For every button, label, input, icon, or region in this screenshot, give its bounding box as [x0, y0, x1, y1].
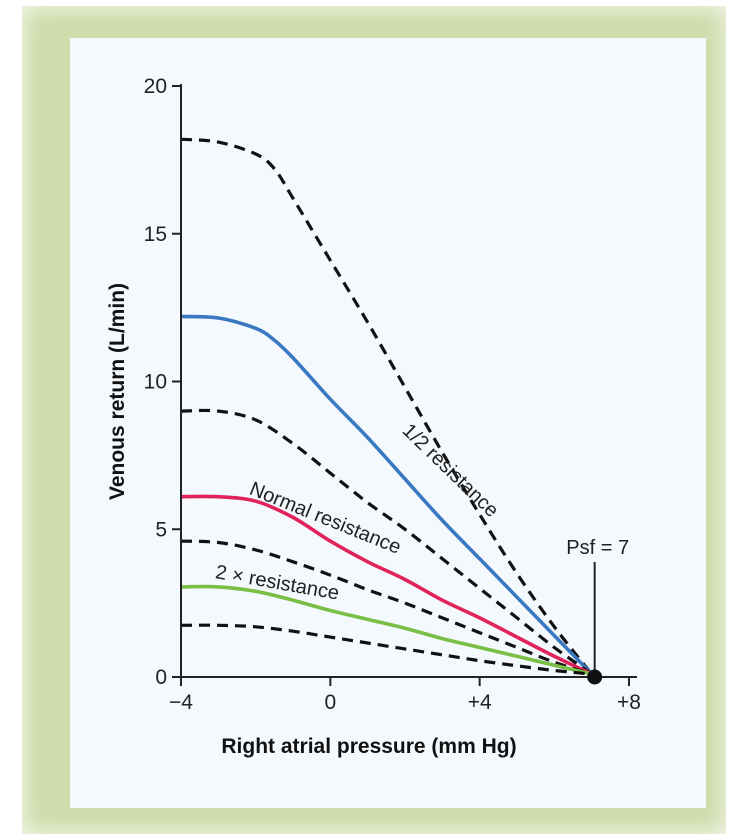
series-half-resistance-line — [180, 314, 593, 676]
series-layer — [180, 137, 593, 676]
series-normal-resistance-line — [180, 494, 593, 676]
x-tick-label: −4 — [169, 691, 193, 714]
psf-label: Psf = 7 — [566, 537, 629, 559]
psf-point — [587, 669, 603, 685]
series-dashed-upper-line — [180, 137, 593, 676]
series-double-resistance-line — [180, 584, 593, 676]
y-tick-label: 20 — [144, 75, 167, 98]
x-tick-label: +4 — [468, 691, 492, 714]
y-tick-label: 10 — [144, 371, 167, 394]
series-dashed-middle-line — [180, 408, 593, 676]
x-tick-label: 0 — [324, 691, 336, 714]
series-dashed-bottom-line — [180, 623, 592, 676]
series-dashed-lower-line — [180, 539, 593, 676]
y-axis-title: Venous return (L/min) — [106, 283, 129, 500]
curve-label-half: 1/2 resistance — [398, 420, 503, 522]
chart-frame — [22, 6, 726, 834]
x-axis-title: Right atrial pressure (mm Hg) — [221, 735, 516, 758]
y-tick-label: 15 — [144, 223, 167, 246]
y-tick-label: 0 — [155, 666, 167, 689]
y-tick-label: 5 — [155, 518, 167, 541]
curve-label-double: 2 × resistance — [214, 561, 341, 604]
curve-label-normal: Normal resistance — [246, 478, 404, 559]
x-tick-label: +8 — [617, 691, 641, 714]
